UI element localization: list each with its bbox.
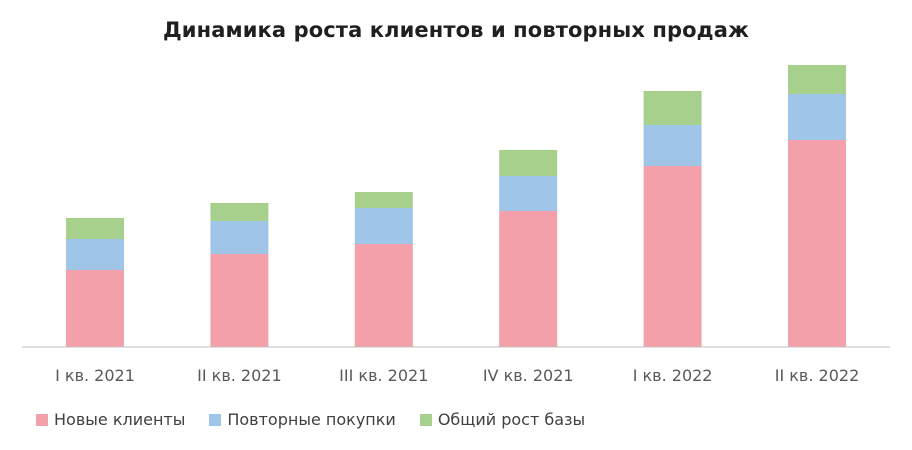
bars-group xyxy=(66,65,846,347)
legend-label: Новые клиенты xyxy=(54,410,186,429)
bar-segment-series-3-cat-1 xyxy=(66,218,124,239)
bar-segment-series-3-cat-6 xyxy=(788,65,846,94)
bar-segment-series-3-cat-2 xyxy=(210,203,269,221)
bar-segment-series-1-cat-5 xyxy=(643,166,702,347)
x-tick-label: IV кв. 2021 xyxy=(483,366,574,385)
bar-segment-series-1-cat-2 xyxy=(210,254,269,347)
bar-segment-series-3-cat-3 xyxy=(354,192,413,208)
chart-title: Динамика роста клиентов и повторных прод… xyxy=(162,18,749,42)
legend-item: Новые клиенты xyxy=(36,410,185,429)
legend-swatch xyxy=(419,413,432,426)
x-tick-label: I кв. 2022 xyxy=(633,366,713,385)
bar-segment-series-1-cat-3 xyxy=(354,244,413,347)
x-tick-labels: I кв. 2021 II кв. 2021 III кв. 2021 IV кв. … xyxy=(55,366,859,385)
bar-segment-series-2-cat-2 xyxy=(210,221,269,254)
legend-label: Повторные покупки xyxy=(227,410,396,429)
bar-segment-series-1-cat-4 xyxy=(499,211,558,347)
legend-label: Общий рост базы xyxy=(437,410,586,429)
bar-segment-series-2-cat-6 xyxy=(788,94,846,140)
bar-segment-series-3-cat-4 xyxy=(499,150,558,176)
x-tick-label: II кв. 2021 xyxy=(197,366,282,385)
legend-item: Повторные покупки xyxy=(209,410,396,429)
legend-swatch xyxy=(36,413,48,426)
legend-swatch xyxy=(209,413,222,426)
bar-segment-series-1-cat-1 xyxy=(66,270,124,347)
bar-segment-series-2-cat-1 xyxy=(66,239,124,270)
x-tick-label: III кв. 2021 xyxy=(339,366,428,385)
bar-segment-series-1-cat-6 xyxy=(788,140,846,347)
bar-segment-series-2-cat-5 xyxy=(643,125,702,166)
legend-item: Общий рост базы xyxy=(419,410,586,429)
x-tick-label: I кв. 2021 xyxy=(55,366,135,385)
bar-segment-series-3-cat-5 xyxy=(643,91,702,125)
legend: Новые клиенты Повторные покупки Общий рост… xyxy=(36,410,609,429)
x-tick-label: II кв. 2022 xyxy=(775,366,860,385)
bar-segment-series-2-cat-3 xyxy=(354,208,413,244)
bar-segment-series-2-cat-4 xyxy=(499,176,558,211)
